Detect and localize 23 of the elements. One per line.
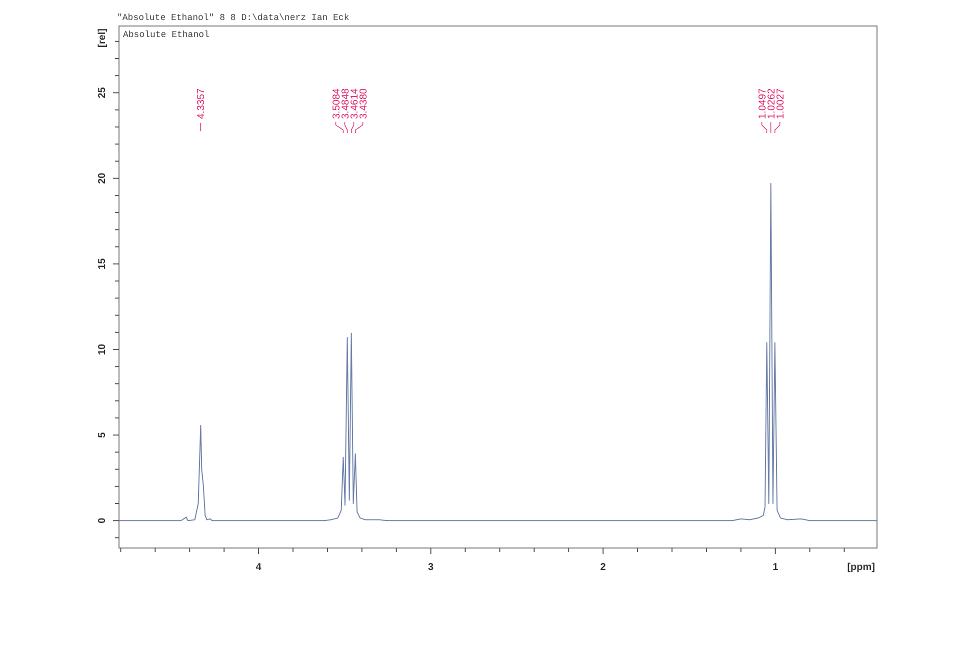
x-tick-label: 1 (772, 562, 779, 573)
annotation: 1.0027 (775, 88, 786, 119)
y-tick-label: 5 (97, 432, 108, 438)
annotation: 3.4614 (349, 88, 360, 119)
annotation: 4.3357 (196, 88, 208, 119)
y-tick-label: 10 (97, 343, 108, 356)
x-axis-title: [ppm] (847, 562, 875, 573)
line-series (118, 182, 878, 522)
x-tick-label: 2 (600, 562, 606, 573)
y-tick-label: 25 (97, 86, 108, 98)
y-axis-title: [rel] (97, 28, 108, 48)
y-tick-label: 15 (97, 258, 108, 270)
y-tick-label: 0 (97, 517, 108, 524)
chart-subtitle: Absolute Ethanol (123, 30, 210, 40)
x-tick-label: 4 (256, 562, 262, 573)
annotation: 3.5084 (331, 88, 342, 119)
x-tick-label: 3 (428, 562, 434, 573)
chart-title: "Absolute Ethanol" 8 8 D:\data\nerz Ian Eck (117, 13, 350, 23)
annotation: 1.0497 (757, 88, 768, 119)
annotation: 3.4848 (340, 88, 352, 119)
annotation: 1.0262 (766, 88, 778, 119)
annotation: 3.4380 (358, 88, 370, 119)
y-tick-label: 20 (97, 172, 108, 184)
